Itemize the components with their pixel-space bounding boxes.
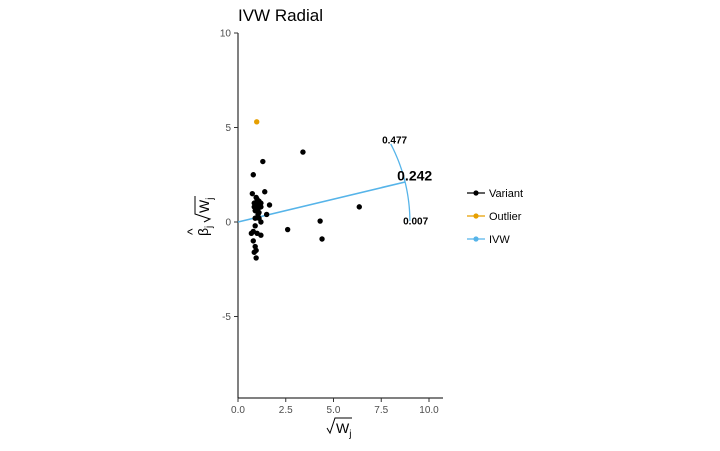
x-axis-title-text: Wj [336, 420, 351, 440]
variant-point [284, 226, 291, 233]
legend-label-ivw: IVW [489, 234, 510, 246]
variant-point [248, 230, 255, 237]
variant-point [252, 215, 258, 221]
legend-item-ivw: IVW [467, 234, 510, 246]
variant-point [300, 149, 306, 155]
x-tick-label: 0.0 [231, 405, 245, 416]
x-ticks: 0.0 2.5 5.0 7.5 10.0 [231, 398, 439, 416]
variant-point [250, 238, 256, 244]
chart-title: IVW Radial [238, 6, 323, 25]
variant-point [356, 204, 362, 210]
variant-point [255, 206, 261, 212]
legend-item-variant: Variant [467, 188, 523, 200]
variant-point [258, 200, 264, 206]
legend-label-variant: Variant [489, 188, 523, 200]
variant-point [263, 211, 270, 218]
variant-point [252, 243, 258, 250]
legend-key-dot [473, 236, 479, 242]
variant-point [253, 255, 259, 261]
variant-point [262, 189, 268, 195]
y-axis-title-radical [194, 196, 212, 223]
x-axis-title: Wj [326, 417, 352, 440]
ivw-radial-arc [390, 143, 411, 221]
variant-point [319, 236, 325, 242]
x-axis-title-radical [326, 417, 352, 435]
variant-point [258, 219, 264, 225]
x-tick-label: 5.0 [327, 405, 341, 416]
variant-point [266, 202, 273, 208]
y-axis-title-hat: ^ [184, 228, 200, 235]
axes [237, 33, 443, 399]
variant-point [317, 218, 323, 224]
x-tick-label: 10.0 [419, 405, 439, 416]
y-tick-label: 10 [220, 29, 232, 40]
legend-label-outlier: Outlier [489, 211, 522, 223]
legend: Variant Outlier IVW [467, 188, 523, 246]
arc-angle-label: 0.242 [397, 167, 432, 183]
legend-key-dot [473, 190, 479, 196]
variant-point [258, 232, 264, 238]
ivw-layer [237, 143, 411, 223]
x-tick-label: 2.5 [279, 405, 293, 416]
points-layer [248, 119, 362, 261]
variant-point [252, 223, 258, 229]
legend-key-dot [473, 213, 479, 219]
arc-angle-label: 0.477 [382, 136, 407, 147]
y-ticks: -5 0 5 10 [220, 29, 238, 323]
y-axis-title-w: Wj [196, 198, 216, 213]
legend-item-outlier: Outlier [467, 211, 522, 223]
y-tick-label: -5 [222, 312, 231, 323]
variant-point [250, 172, 256, 178]
y-tick-label: 0 [225, 218, 231, 229]
annotation-layer: 0.477 0.242 0.007 [382, 136, 432, 228]
y-axis-title: βj ^ Wj [184, 196, 216, 236]
outlier-point [254, 119, 260, 125]
x-tick-label: 7.5 [374, 405, 388, 416]
y-axis-title-beta: βj [195, 226, 215, 236]
arc-angle-label: 0.007 [403, 216, 428, 227]
variant-point [260, 158, 266, 165]
variant-point [249, 190, 256, 197]
y-tick-label: 5 [225, 123, 231, 134]
